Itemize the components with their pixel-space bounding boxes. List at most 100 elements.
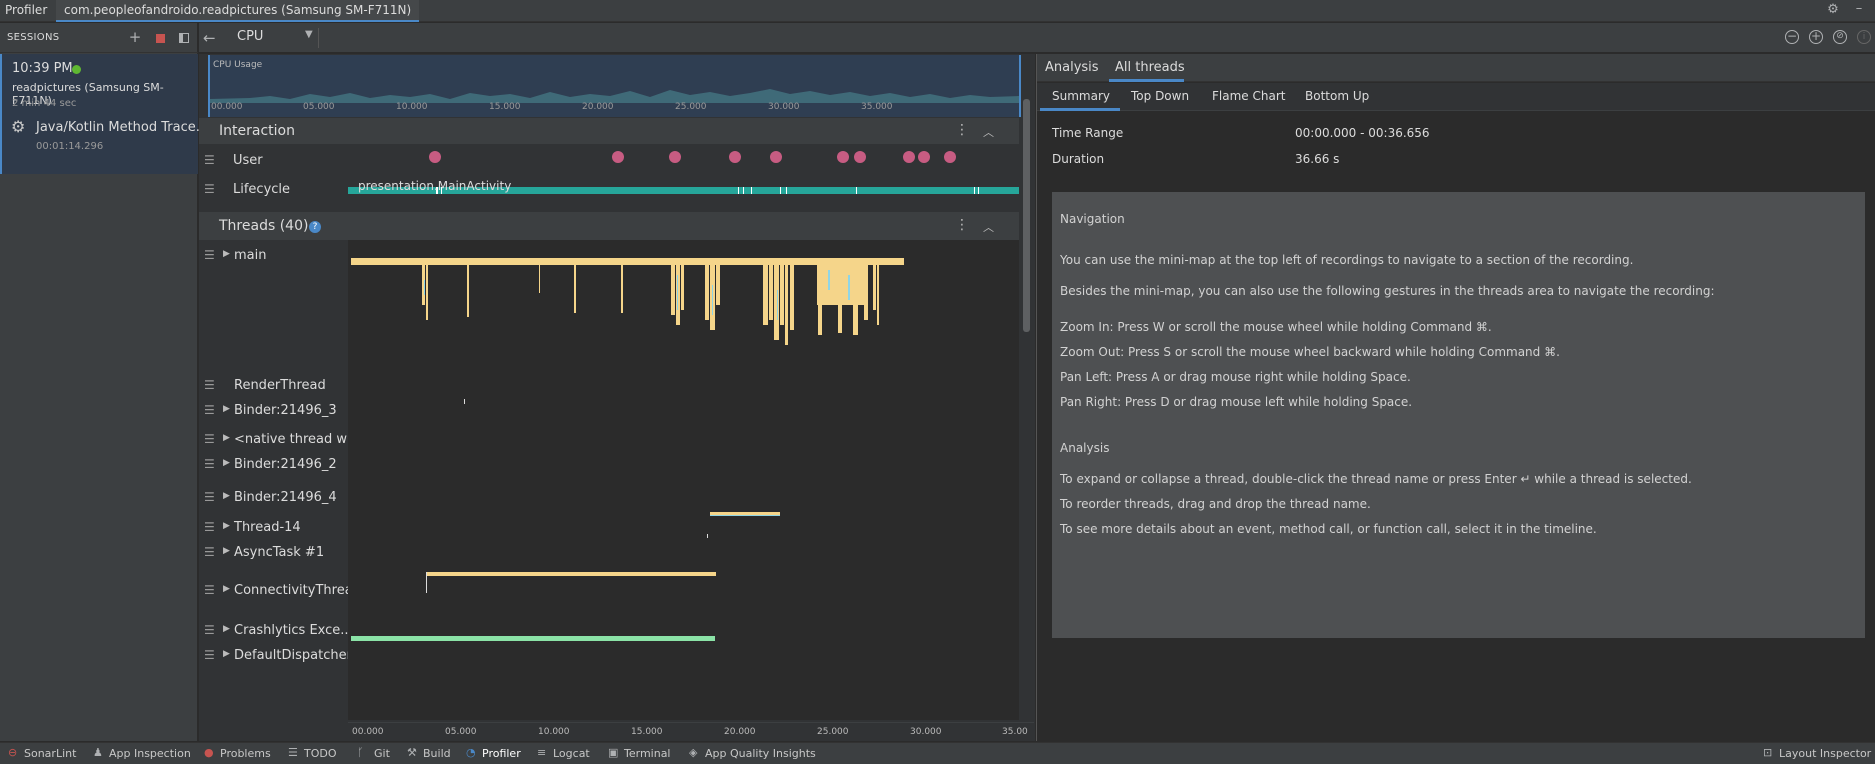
- thread-row[interactable]: ☰ ▶ Binder:21496_4: [199, 488, 347, 508]
- tool-logcat[interactable]: Logcat: [553, 747, 590, 760]
- drag-handle-icon[interactable]: ☰: [204, 623, 215, 637]
- drag-handle-icon[interactable]: ☰: [204, 182, 215, 196]
- cpu-usage-minimap[interactable]: CPU Usage 00.000 05.000 10.000 15.000 20…: [208, 55, 1021, 117]
- thread-row[interactable]: ☰ ▶ AsyncTask #1: [199, 543, 347, 563]
- back-arrow-icon[interactable]: ←: [203, 29, 216, 47]
- drag-handle-icon[interactable]: ☰: [204, 248, 215, 262]
- active-tab-indicator: [1109, 79, 1184, 82]
- help-line: Pan Right: Press D or drag mouse left wh…: [1060, 395, 1413, 409]
- thread-row[interactable]: ☰ ▶ DefaultDispatcher...: [199, 646, 363, 666]
- trace-time: 00:01:14.296: [36, 141, 104, 152]
- drag-handle-icon[interactable]: ☰: [204, 153, 215, 167]
- thread-row[interactable]: ☰ ▶ <native thread wit...: [199, 430, 368, 450]
- tool-terminal[interactable]: Terminal: [624, 747, 671, 760]
- cpu-select-label: CPU: [237, 29, 264, 44]
- expand-arrow-icon[interactable]: ▶: [223, 433, 230, 443]
- tab-session[interactable]: com.peopleofandroido.readpictures (Samsu…: [56, 0, 420, 22]
- expand-arrow-icon[interactable]: ▶: [223, 584, 230, 594]
- trace-name[interactable]: Java/Kotlin Method Trace...: [36, 120, 209, 135]
- gear-icon[interactable]: ⚙: [1827, 2, 1839, 17]
- thread-row[interactable]: ☰ ▶ Thread-14: [199, 518, 347, 538]
- profiler-toolbar: ← CPU ▼ − + ⊘ i: [199, 23, 1875, 53]
- thread-row[interactable]: ☰ ▶ ConnectivityThread: [199, 581, 361, 601]
- expand-arrow-icon[interactable]: ▶: [223, 521, 230, 531]
- help-icon[interactable]: ?: [309, 221, 321, 233]
- stop-icon[interactable]: [156, 34, 165, 43]
- layout-icon[interactable]: [179, 33, 189, 43]
- tool-git[interactable]: Git: [374, 747, 390, 760]
- thread-row[interactable]: ☰ ▶ Binder:21496_3: [199, 401, 347, 421]
- drag-handle-icon[interactable]: ☰: [204, 403, 215, 417]
- expand-arrow-icon[interactable]: ▶: [223, 458, 230, 468]
- expand-arrow-icon[interactable]: ▶: [223, 404, 230, 414]
- session-item[interactable]: 10:39 PM readpictures (Samsung SM-F711N)…: [0, 54, 208, 174]
- vertical-scrollbar[interactable]: [1023, 99, 1030, 332]
- tab-analysis[interactable]: Analysis: [1045, 60, 1099, 75]
- expand-arrow-icon[interactable]: ▶: [223, 649, 230, 659]
- tab-all-threads[interactable]: All threads: [1115, 60, 1185, 75]
- thread-row[interactable]: ☰ RenderThread: [199, 376, 347, 396]
- duration-label: Duration: [1052, 152, 1105, 166]
- expand-arrow-icon[interactable]: ▶: [223, 546, 230, 556]
- thread-name: Binder:21496_4: [234, 490, 337, 505]
- thread-name: Binder:21496_3: [234, 403, 337, 418]
- drag-handle-icon[interactable]: ☰: [204, 432, 215, 446]
- drag-handle-icon[interactable]: ☰: [204, 583, 215, 597]
- cpu-tick-6: 30.000: [768, 102, 800, 112]
- drag-handle-icon[interactable]: ☰: [204, 648, 215, 662]
- expand-arrow-icon[interactable]: ▶: [223, 624, 230, 634]
- interaction-header: Interaction ⋮ ︿: [199, 118, 1019, 144]
- lifecycle-activity-label: presentation.MainActivity: [358, 179, 512, 193]
- drag-handle-icon[interactable]: ☰: [204, 490, 215, 504]
- thread-row[interactable]: ☰ ▶ Binder:21496_2: [199, 455, 347, 475]
- timeline-area: CPU Usage 00.000 05.000 10.000 15.000 20…: [199, 54, 1035, 741]
- add-session-icon[interactable]: +: [128, 28, 142, 46]
- thread-row[interactable]: ☰ ▶ Crashlytics Exce...: [199, 621, 353, 641]
- tool-sonarlint[interactable]: SonarLint: [24, 747, 77, 760]
- reset-zoom-icon[interactable]: ⊘: [1833, 30, 1847, 44]
- zoom-in-icon[interactable]: +: [1809, 29, 1823, 44]
- subtab-flame-chart[interactable]: Flame Chart: [1212, 89, 1286, 103]
- cpu-select[interactable]: CPU ▼: [227, 28, 319, 48]
- tool-build[interactable]: Build: [423, 747, 451, 760]
- drag-handle-icon[interactable]: ☰: [204, 520, 215, 534]
- terminal-icon: ▣: [608, 746, 619, 759]
- threads-track-area[interactable]: [348, 240, 1019, 720]
- subtab-top-down[interactable]: Top Down: [1131, 89, 1190, 103]
- thread-row[interactable]: ☰ ▶ main: [199, 246, 347, 266]
- tool-todo[interactable]: TODO: [304, 747, 337, 760]
- problems-icon: ●: [204, 746, 214, 759]
- interaction-title: Interaction: [219, 123, 295, 139]
- tool-app-quality-insights[interactable]: App Quality Insights: [705, 747, 816, 760]
- more-options-icon[interactable]: ⋮: [955, 122, 969, 138]
- expand-arrow-icon[interactable]: ▶: [223, 491, 230, 501]
- thread-name: RenderThread: [234, 378, 326, 393]
- collapse-icon[interactable]: ︿: [983, 221, 994, 234]
- more-options-icon[interactable]: ⋮: [955, 217, 969, 233]
- tab-profiler[interactable]: Profiler: [5, 3, 48, 17]
- collapse-icon[interactable]: ︿: [983, 126, 994, 139]
- active-subtab-indicator: [1040, 108, 1120, 111]
- zoom-out-icon[interactable]: −: [1785, 29, 1799, 44]
- live-indicator-icon: [72, 65, 81, 74]
- tool-problems[interactable]: Problems: [220, 747, 271, 760]
- subtab-summary[interactable]: Summary: [1052, 89, 1110, 103]
- interaction-track[interactable]: [348, 145, 1019, 211]
- session-duration: 2 min 44 sec: [12, 98, 77, 109]
- tool-profiler[interactable]: Profiler: [482, 747, 521, 760]
- row-user: ☰ User: [199, 151, 347, 171]
- minimize-icon[interactable]: –: [1855, 1, 1863, 16]
- expand-arrow-icon[interactable]: ▶: [223, 249, 230, 259]
- threads-activity-graph: [351, 258, 904, 641]
- tool-app-inspection[interactable]: App Inspection: [109, 747, 191, 760]
- row-user-label: User: [233, 153, 263, 168]
- navigation-help-box: Navigation You can use the mini-map at t…: [1052, 192, 1865, 638]
- drag-handle-icon[interactable]: ☰: [204, 378, 215, 392]
- drag-handle-icon[interactable]: ☰: [204, 545, 215, 559]
- help-line: To see more details about an event, meth…: [1060, 522, 1597, 536]
- drag-handle-icon[interactable]: ☰: [204, 457, 215, 471]
- tool-layout-inspector[interactable]: Layout Inspector: [1779, 747, 1872, 760]
- thread-name: ConnectivityThread: [234, 583, 361, 598]
- subtab-bottom-up[interactable]: Bottom Up: [1305, 89, 1370, 103]
- top-tab-bar: Profiler com.peopleofandroido.readpictur…: [0, 0, 1875, 22]
